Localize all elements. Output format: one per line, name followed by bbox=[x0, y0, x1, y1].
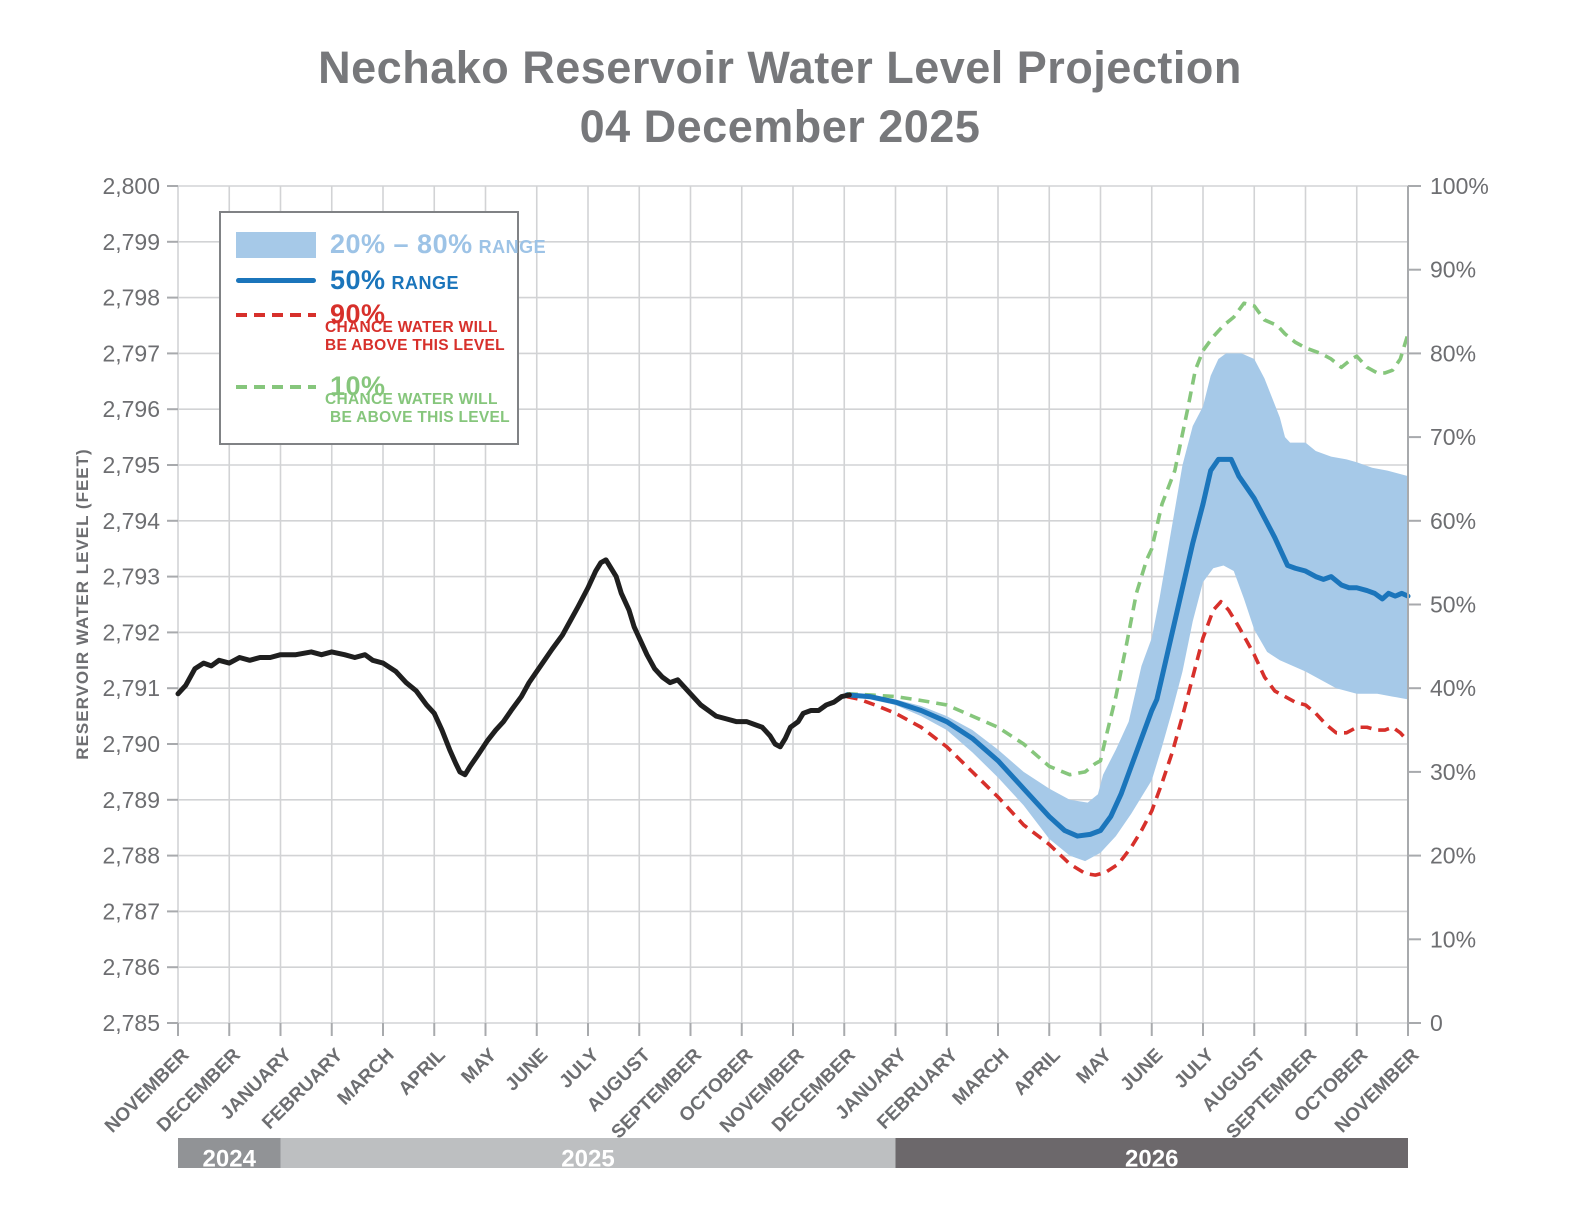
p10-dash-swatch bbox=[236, 384, 316, 389]
legend-median-label: 50% bbox=[330, 265, 386, 295]
left-axis-tick-label: 2,791 bbox=[102, 675, 160, 701]
median-line-swatch bbox=[236, 278, 316, 283]
chart-legend: 20% – 80% RANGE 50% RANGE 90% CHANCE WATER… bbox=[219, 211, 546, 445]
legend-p10-label: 10% bbox=[330, 371, 386, 401]
legend-median-suffix: RANGE bbox=[391, 273, 460, 293]
left-axis-tick-label: 2,794 bbox=[102, 508, 160, 534]
legend-item-p10: 10% bbox=[236, 371, 386, 402]
x-axis-month-label: MARCH bbox=[949, 1045, 1014, 1110]
left-axis-tick-label: 2,793 bbox=[102, 564, 160, 590]
historical-line bbox=[175, 557, 852, 778]
chart-title-line2: 04 December 2025 bbox=[579, 101, 981, 153]
year-bar-label: 2024 bbox=[203, 1145, 257, 1172]
chart-title: Nechako Reservoir Water Level Projection… bbox=[0, 38, 1560, 157]
legend-item-p90: 90% bbox=[236, 299, 386, 330]
chart-title-line1: Nechako Reservoir Water Level Projection bbox=[318, 42, 1242, 93]
p10-dashed-line bbox=[846, 301, 1410, 777]
legend-band-suffix: RANGE bbox=[478, 237, 547, 257]
left-axis-tick-label: 2,796 bbox=[102, 396, 160, 422]
right-axis-tick-label: 70% bbox=[1430, 424, 1476, 450]
p90-dashed-line bbox=[846, 599, 1410, 877]
right-axis-tick-label: 60% bbox=[1430, 508, 1476, 534]
band-20-80-range bbox=[846, 353, 1408, 862]
left-axis-tick-label: 2,798 bbox=[102, 285, 160, 311]
x-axis-month-label: JUNE bbox=[1117, 1045, 1168, 1096]
x-axis-month-label: MAY bbox=[458, 1044, 502, 1088]
legend-p90-label: 90% bbox=[330, 299, 386, 329]
left-axis-tick-label: 2,788 bbox=[102, 843, 160, 869]
right-axis-tick-label: 40% bbox=[1430, 675, 1476, 701]
left-axis-tick-label: 2,790 bbox=[102, 731, 160, 757]
x-axis-month-label: SEPTEMBER bbox=[1223, 1044, 1322, 1143]
year-bar-2026 bbox=[895, 1138, 1408, 1168]
left-axis-tick-label: 2,797 bbox=[102, 340, 160, 366]
right-axis-tick-label: 20% bbox=[1430, 843, 1476, 869]
median-50-line bbox=[844, 456, 1411, 839]
right-axis-tick-label: 50% bbox=[1430, 592, 1476, 618]
x-axis-month-label: SEPTEMBER bbox=[608, 1044, 707, 1143]
left-axis-tick-label: 2,786 bbox=[102, 954, 160, 980]
legend-item-band: 20% – 80% RANGE bbox=[236, 229, 546, 260]
left-axis-tick-label: 2,789 bbox=[102, 787, 160, 813]
right-axis-tick-label: 10% bbox=[1430, 926, 1476, 952]
legend-p10-description: CHANCE WATER WILL BE ABOVE THIS LEVEL bbox=[325, 391, 510, 427]
x-axis-month-label: APRIL bbox=[1010, 1044, 1065, 1099]
legend-p90-description: CHANCE WATER WILL BE ABOVE THIS LEVEL bbox=[325, 319, 505, 355]
x-axis-month-label: MAY bbox=[1073, 1044, 1117, 1088]
right-axis-tick-label: 100% bbox=[1430, 173, 1489, 199]
left-axis-tick-label: 2,792 bbox=[102, 619, 160, 645]
right-axis-tick-label: 80% bbox=[1430, 340, 1476, 366]
right-axis-tick-label: 30% bbox=[1430, 759, 1476, 785]
left-axis-tick-label: 2,787 bbox=[102, 898, 160, 924]
x-axis-month-label: JULY bbox=[556, 1044, 604, 1092]
legend-band-label: 20% – 80% bbox=[330, 229, 473, 259]
left-axis-tick-label: 2,795 bbox=[102, 452, 160, 478]
right-axis-tick-label: 90% bbox=[1430, 257, 1476, 283]
y-axis-title: RESERVOIR WATER LEVEL (FEET) bbox=[73, 448, 92, 759]
band-swatch bbox=[236, 231, 316, 258]
right-axis-tick-label: 0 bbox=[1430, 1010, 1443, 1036]
x-axis-month-label: MARCH bbox=[334, 1045, 399, 1110]
left-axis-tick-label: 2,800 bbox=[102, 173, 160, 199]
x-axis-month-label: APRIL bbox=[395, 1044, 450, 1099]
year-bar-2025 bbox=[280, 1138, 896, 1168]
year-bar-2024 bbox=[178, 1138, 281, 1168]
left-axis-tick-label: 2,799 bbox=[102, 229, 160, 255]
year-bar-label: 2025 bbox=[561, 1145, 614, 1172]
left-axis-tick-label: 2,785 bbox=[102, 1010, 160, 1036]
p90-dash-swatch bbox=[236, 312, 316, 317]
x-axis-month-label: JULY bbox=[1171, 1044, 1219, 1092]
x-axis-month-label: JUNE bbox=[502, 1045, 553, 1096]
legend-item-median: 50% RANGE bbox=[236, 265, 459, 296]
year-bar-label: 2026 bbox=[1125, 1145, 1178, 1172]
